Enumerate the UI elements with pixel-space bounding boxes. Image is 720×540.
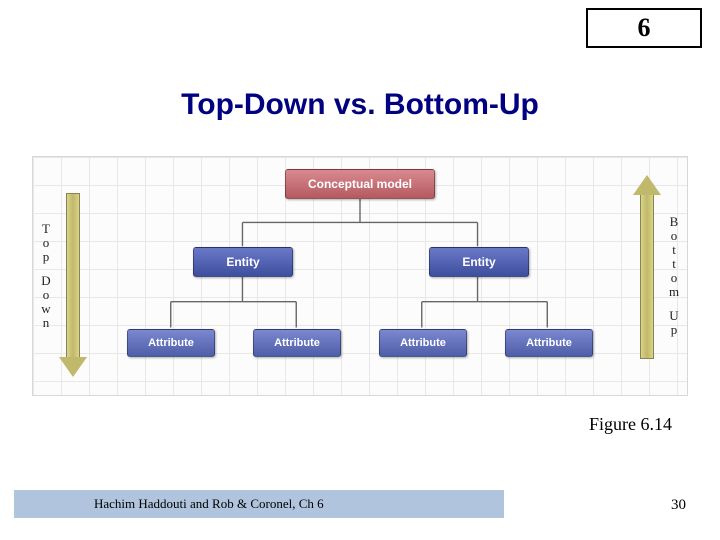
right-label: Bottom Up bbox=[667, 197, 681, 355]
top-down-arrow bbox=[59, 175, 87, 377]
footer-bar: Hachim Haddouti and Rob & Coronel, Ch 6 bbox=[14, 490, 504, 518]
node-entity-2: Entity bbox=[429, 247, 529, 277]
slide-title: Top-Down vs. Bottom-Up bbox=[0, 88, 720, 122]
page-number: 30 bbox=[671, 497, 686, 514]
diagram-frame: Top Down Bottom Up bbox=[32, 156, 688, 396]
node-attribute-3: Attribute bbox=[379, 329, 467, 357]
diagram-grid: Top Down Bottom Up bbox=[33, 157, 687, 395]
chapter-number: 6 bbox=[638, 13, 651, 43]
node-attribute-2: Attribute bbox=[253, 329, 341, 357]
hierarchy-tree: Conceptual model Entity Entity Attribute… bbox=[103, 169, 617, 377]
left-label: Top Down bbox=[39, 197, 53, 355]
node-attribute-4: Attribute bbox=[505, 329, 593, 357]
figure-caption: Figure 6.14 bbox=[589, 414, 672, 435]
node-conceptual-model: Conceptual model bbox=[285, 169, 435, 199]
node-entity-1: Entity bbox=[193, 247, 293, 277]
chapter-number-box: 6 bbox=[586, 8, 702, 48]
footer-text: Hachim Haddouti and Rob & Coronel, Ch 6 bbox=[94, 496, 324, 512]
bottom-up-arrow bbox=[633, 175, 661, 377]
node-attribute-1: Attribute bbox=[127, 329, 215, 357]
